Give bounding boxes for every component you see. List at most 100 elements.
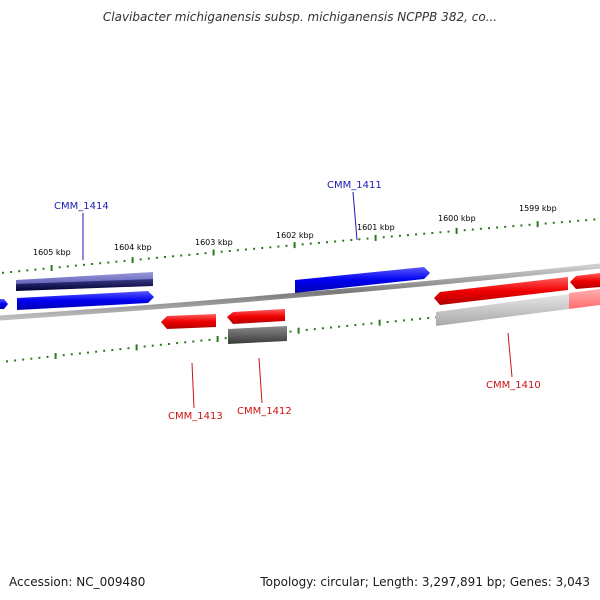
gene-cmm1411-arrow[interactable] [295,267,430,293]
top-tick-22 [180,254,183,257]
top-tick-69 [560,221,563,224]
top-tick-1 [10,271,13,273]
top-tick-0 [2,271,4,274]
bottom-tick-39 [321,327,324,330]
top-tick-40 [326,241,328,244]
bottom-tick-0 [6,360,8,363]
top-tick-67 [544,222,547,225]
scale-labels: 1605 kbp 1604 kbp 1603 kbp 1602 kbp 1601… [33,204,557,257]
top-tick-6 [50,265,53,271]
map-title: Clavibacter michiganensis subsp. michiga… [102,10,498,24]
gene-cmm1413-arrow[interactable] [161,314,216,329]
bottom-tick-3 [30,357,33,360]
kbp-label-1605: 1605 kbp [33,248,71,257]
bottom-tick-25 [208,338,211,341]
top-tick-45 [366,237,369,240]
top-tick-38 [309,242,312,245]
top-tick-48 [390,235,393,238]
bottom-tick-7 [62,354,65,357]
gene-label-cmm1413[interactable]: CMM_1413 [168,411,223,422]
top-tick-32 [261,247,264,249]
bottom-tick-51 [419,317,422,320]
partial-gene-pink-track[interactable] [569,289,600,309]
top-tick-42 [342,239,345,242]
top-tick-12 [99,262,102,265]
leader-cmm1413 [191,362,195,409]
bottom-tick-52 [427,317,430,319]
top-tick-57 [463,229,466,232]
bottom-tick-40 [330,326,332,329]
bottom-tick-41 [338,325,341,328]
bottom-tick-27 [224,337,227,340]
kbp-label-1599: 1599 kbp [519,204,557,213]
top-tick-46 [374,234,377,241]
top-tick-11 [91,263,94,265]
top-tick-59 [479,227,482,230]
top-tick-7 [58,266,61,269]
gene-cmm1414-dark-track[interactable] [16,279,153,291]
leader-cmm1412 [258,357,263,404]
bottom-tick-18 [151,344,154,347]
top-tick-65 [528,223,531,226]
bottom-tick-23 [192,340,195,343]
bottom-tick-14 [119,348,122,351]
genome-backbone [0,263,600,321]
top-tick-41 [334,240,337,243]
bottom-tick-24 [200,339,203,342]
leader-cmm1410 [507,332,513,378]
gene-leader-lines [82,191,513,409]
top-tick-33 [269,246,272,249]
top-tick-60 [488,227,490,230]
top-tick-19 [155,256,158,259]
bottom-tick-36 [297,327,300,334]
gene-label-cmm1410[interactable]: CMM_1410 [486,380,541,391]
gene-label-cmm1414[interactable]: CMM_1414 [54,201,109,212]
top-tick-52 [423,232,426,235]
gene-label-cmm1411[interactable]: CMM_1411 [327,180,382,191]
partial-gene-arrow-left[interactable] [0,299,8,309]
bottom-tick-15 [127,347,130,350]
gene-labels: CMM_1414 CMM_1411 CMM_1413 CMM_1412 CMM_… [54,180,541,422]
top-tick-34 [277,245,280,248]
reverse-strand-genes [161,273,600,344]
gene-label-cmm1412[interactable]: CMM_1412 [237,406,292,417]
bottom-tick-37 [305,328,308,331]
top-tick-39 [317,241,320,244]
top-tick-70 [569,220,571,223]
bottom-tick-10 [87,351,89,354]
top-tick-61 [496,226,499,229]
top-tick-56 [455,227,458,234]
scale-ticks-top [2,218,596,274]
gene-cmm1412-gray-track[interactable] [228,326,287,344]
kbp-label-1603: 1603 kbp [195,238,233,247]
top-tick-55 [447,230,450,233]
top-tick-36 [293,242,296,249]
top-tick-30 [245,248,247,251]
top-tick-17 [139,258,142,261]
gene-cmm1414-arrow[interactable] [17,291,154,310]
gene-cmm1410-gray-track[interactable] [436,294,569,326]
top-tick-37 [301,243,304,246]
top-tick-71 [577,219,580,222]
top-tick-18 [147,257,150,260]
gene-cmm1410-arrow[interactable] [434,277,568,305]
top-tick-15 [123,259,126,262]
gene-cmm1412-arrow[interactable] [227,309,285,324]
top-tick-28 [228,250,231,252]
bottom-tick-17 [143,345,146,348]
top-tick-51 [415,233,418,236]
bottom-tick-12 [103,349,106,352]
partial-gene-arrow-right[interactable] [570,273,600,289]
top-tick-27 [220,250,223,253]
top-tick-5 [42,267,45,270]
top-tick-25 [204,252,207,255]
top-tick-35 [285,244,288,247]
top-tick-9 [74,264,77,267]
bottom-tick-20 [168,343,170,345]
bottom-tick-38 [313,328,316,331]
top-tick-66 [536,221,539,228]
top-tick-68 [552,221,555,224]
kbp-label-1604: 1604 kbp [114,243,152,252]
top-tick-26 [212,249,215,256]
